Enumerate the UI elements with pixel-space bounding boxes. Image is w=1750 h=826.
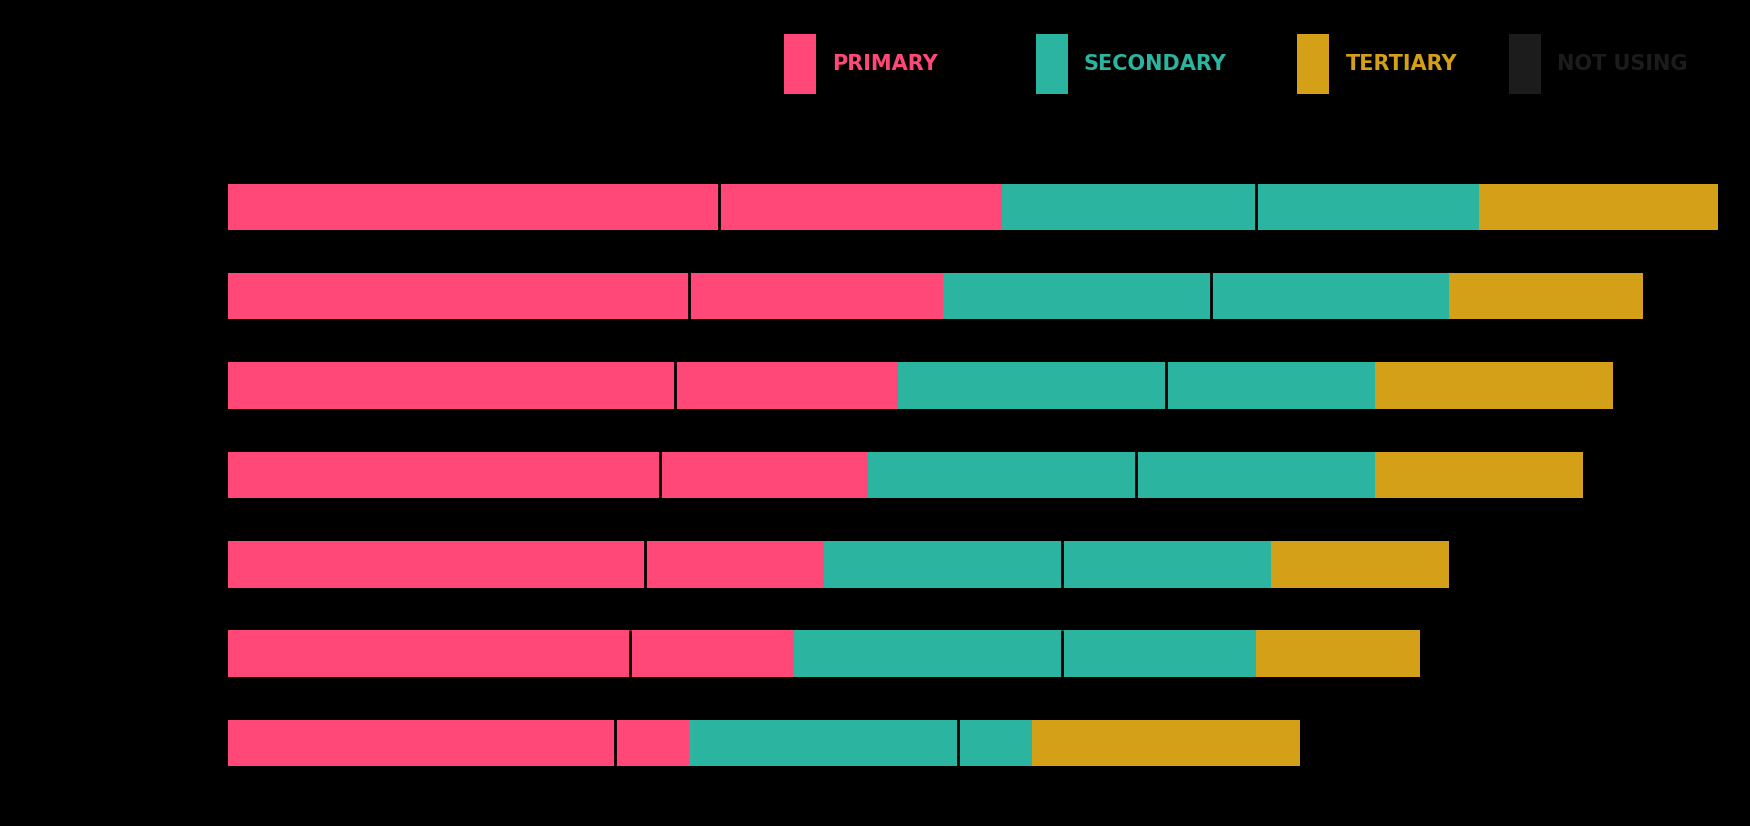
Bar	[1270, 541, 1449, 587]
Bar	[1256, 630, 1419, 677]
Bar	[1376, 452, 1584, 498]
Bar	[660, 452, 868, 498]
Text: NOT USING: NOT USING	[1558, 54, 1687, 74]
Bar	[1508, 34, 1540, 94]
Bar	[898, 363, 1166, 409]
Bar	[644, 541, 824, 587]
Bar	[228, 363, 674, 409]
Bar	[228, 273, 690, 320]
Bar	[1003, 183, 1256, 230]
Bar	[1136, 452, 1376, 498]
Bar	[957, 720, 1032, 767]
Bar	[943, 273, 1211, 320]
Text: What are your key measures of success?: What are your key measures of success?	[30, 49, 794, 82]
Bar	[794, 630, 1062, 677]
Bar	[1166, 363, 1376, 409]
Bar	[614, 720, 690, 767]
Bar	[228, 630, 630, 677]
Bar	[1062, 541, 1270, 587]
Bar	[228, 720, 614, 767]
Bar	[719, 183, 1003, 230]
Bar	[824, 541, 1062, 587]
Text: SECONDARY: SECONDARY	[1083, 54, 1227, 74]
Bar	[674, 363, 898, 409]
Text: PRIMARY: PRIMARY	[833, 54, 938, 74]
Bar	[630, 630, 794, 677]
Text: TERTIARY: TERTIARY	[1346, 54, 1458, 74]
Bar	[1062, 630, 1256, 677]
Bar	[1032, 720, 1300, 767]
Bar	[228, 452, 660, 498]
Bar	[690, 273, 943, 320]
Bar	[1479, 183, 1717, 230]
Bar	[1256, 183, 1479, 230]
Bar	[1211, 273, 1449, 320]
Bar	[228, 541, 644, 587]
Bar	[690, 720, 957, 767]
Bar	[784, 34, 816, 94]
Bar	[228, 183, 719, 230]
Bar	[1449, 273, 1643, 320]
Bar	[1036, 34, 1068, 94]
Bar	[868, 452, 1136, 498]
Bar	[1297, 34, 1330, 94]
Bar	[1376, 363, 1614, 409]
